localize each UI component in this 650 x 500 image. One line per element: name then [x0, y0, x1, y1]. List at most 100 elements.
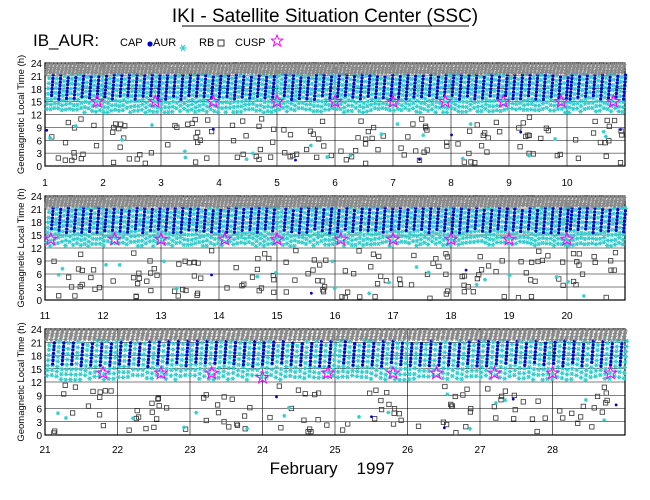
aur-marker — [91, 225, 96, 231]
cap-marker — [351, 95, 355, 99]
cap-marker — [290, 91, 294, 95]
aur-marker — [453, 224, 459, 229]
rb-marker — [234, 154, 240, 160]
rb-marker — [92, 286, 98, 292]
cap-marker — [271, 92, 275, 96]
aur-marker — [596, 78, 601, 83]
cap-marker — [413, 210, 418, 214]
aur-marker — [400, 88, 406, 93]
aur-marker — [477, 213, 483, 219]
aur-marker — [361, 237, 366, 243]
cap-marker — [203, 87, 207, 92]
cap-marker — [614, 91, 619, 96]
cap-marker — [513, 76, 517, 80]
cap-marker — [127, 76, 131, 80]
cap-marker — [271, 85, 276, 89]
cap-marker — [65, 93, 69, 97]
cap-marker — [428, 220, 432, 224]
cap-marker — [497, 82, 501, 86]
cap-marker — [512, 214, 516, 218]
cap-marker — [593, 210, 597, 214]
aur-marker — [53, 221, 59, 227]
cap-marker — [397, 223, 401, 227]
cap-marker — [568, 94, 573, 98]
cap-marker — [249, 75, 254, 79]
aur-marker — [177, 108, 183, 114]
cap-marker — [459, 83, 463, 87]
cap-marker — [336, 84, 341, 88]
rb-marker — [283, 289, 289, 295]
cap-marker — [110, 97, 114, 101]
aur-marker — [391, 108, 397, 113]
aur-marker — [167, 230, 172, 236]
cap-marker — [328, 220, 333, 225]
cap-marker — [181, 77, 185, 81]
aur-marker — [60, 233, 65, 239]
cap-marker — [536, 208, 540, 213]
aur-low-marker — [601, 129, 606, 134]
aur-marker — [130, 83, 135, 89]
aur-marker — [579, 230, 584, 236]
aur-marker — [79, 100, 84, 106]
cap-marker — [312, 97, 317, 101]
aur-marker — [158, 106, 164, 112]
cap-marker — [149, 218, 154, 222]
aur-marker — [123, 76, 128, 82]
aur-marker — [160, 91, 165, 97]
cap-marker — [535, 219, 539, 223]
rb-marker — [590, 130, 597, 136]
cap-marker — [210, 223, 214, 227]
aur-marker — [128, 99, 134, 104]
cap-marker — [150, 80, 154, 84]
cap-marker — [217, 91, 222, 95]
cap-marker — [187, 228, 191, 232]
legend-label: AUR — [153, 37, 176, 49]
cap-marker — [345, 76, 349, 80]
cap-marker — [272, 81, 276, 85]
cap-marker — [576, 95, 580, 99]
aur-marker — [286, 220, 291, 225]
aur-marker — [85, 243, 91, 249]
cap-marker — [96, 82, 100, 86]
aur-marker — [124, 100, 130, 105]
cap-marker — [592, 83, 596, 87]
cap-marker — [240, 228, 244, 232]
cap-marker — [512, 79, 516, 84]
cap-marker — [564, 229, 569, 233]
aur-marker — [254, 238, 259, 244]
rb-marker — [259, 116, 265, 122]
aur-marker — [339, 223, 345, 229]
aur-marker — [137, 222, 142, 227]
rb-top-marker — [129, 65, 134, 70]
aur-marker — [315, 235, 321, 240]
aur-marker — [246, 102, 252, 107]
cap-marker — [313, 220, 317, 224]
cap-marker — [321, 222, 325, 226]
cap-marker — [57, 90, 62, 94]
aur-marker — [200, 239, 206, 244]
cap-marker — [329, 75, 334, 79]
aur-marker — [98, 92, 104, 97]
cap-marker — [172, 217, 177, 221]
cap-marker — [412, 95, 416, 99]
cap-marker — [497, 75, 502, 79]
cap-marker — [557, 227, 561, 231]
cap-marker — [149, 225, 153, 229]
aur-marker — [357, 235, 363, 241]
aur-marker — [341, 109, 347, 115]
cap-marker — [202, 91, 206, 95]
cap-marker — [58, 218, 62, 222]
cap-marker — [405, 83, 409, 87]
cap-marker — [490, 208, 494, 213]
aur-marker — [205, 93, 211, 99]
cap-marker — [265, 209, 269, 214]
cap-marker — [374, 225, 378, 229]
aur-marker — [499, 89, 505, 94]
rb-marker — [233, 265, 239, 271]
aur-marker — [275, 79, 281, 84]
cap-marker — [64, 230, 69, 235]
cap-marker — [81, 84, 85, 88]
aur-marker — [377, 225, 383, 231]
aur-marker — [186, 98, 191, 104]
aur-marker — [552, 103, 557, 108]
